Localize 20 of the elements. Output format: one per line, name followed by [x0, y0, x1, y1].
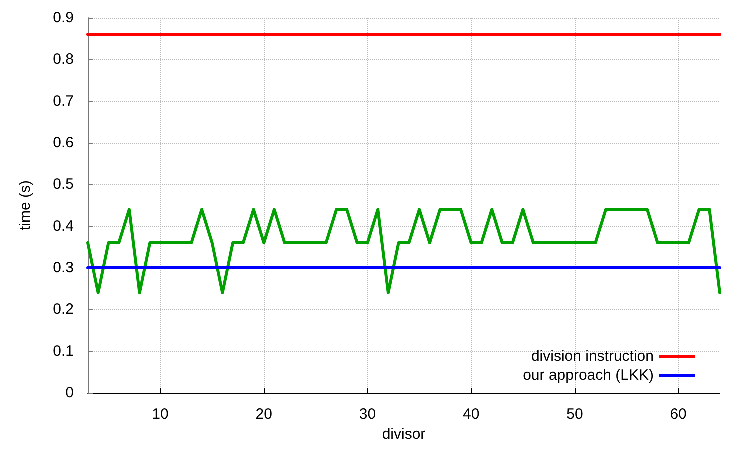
legend-label: our approach (LKK) [523, 367, 654, 384]
y-tick-label: 0.5 [53, 176, 74, 194]
x-tick-label: 50 [566, 406, 584, 423]
x-tick-label: 10 [152, 406, 169, 423]
y-tick-label: 0.1 [53, 342, 74, 360]
y-axis-title: time (s) [17, 180, 34, 230]
x-tick-label: 60 [670, 406, 687, 423]
legend-label: division instruction [531, 348, 654, 365]
x-tick-label: 30 [359, 406, 376, 423]
y-tick-label: 0.7 [53, 92, 74, 110]
y-tick-label: 0.3 [53, 260, 74, 276]
y-tick-label: 0.4 [53, 218, 74, 235]
y-tick-label: 0.8 [53, 51, 74, 68]
x-tick-label: 40 [463, 406, 480, 423]
y-tick-label: 0.2 [53, 301, 74, 318]
y-tick-label: 0.6 [53, 134, 74, 152]
y-tick-label: 0 [66, 384, 74, 402]
y-tick-label: 0.9 [53, 10, 74, 26]
x-tick-label: 20 [256, 406, 272, 423]
x-axis-title: divisor [382, 426, 426, 443]
